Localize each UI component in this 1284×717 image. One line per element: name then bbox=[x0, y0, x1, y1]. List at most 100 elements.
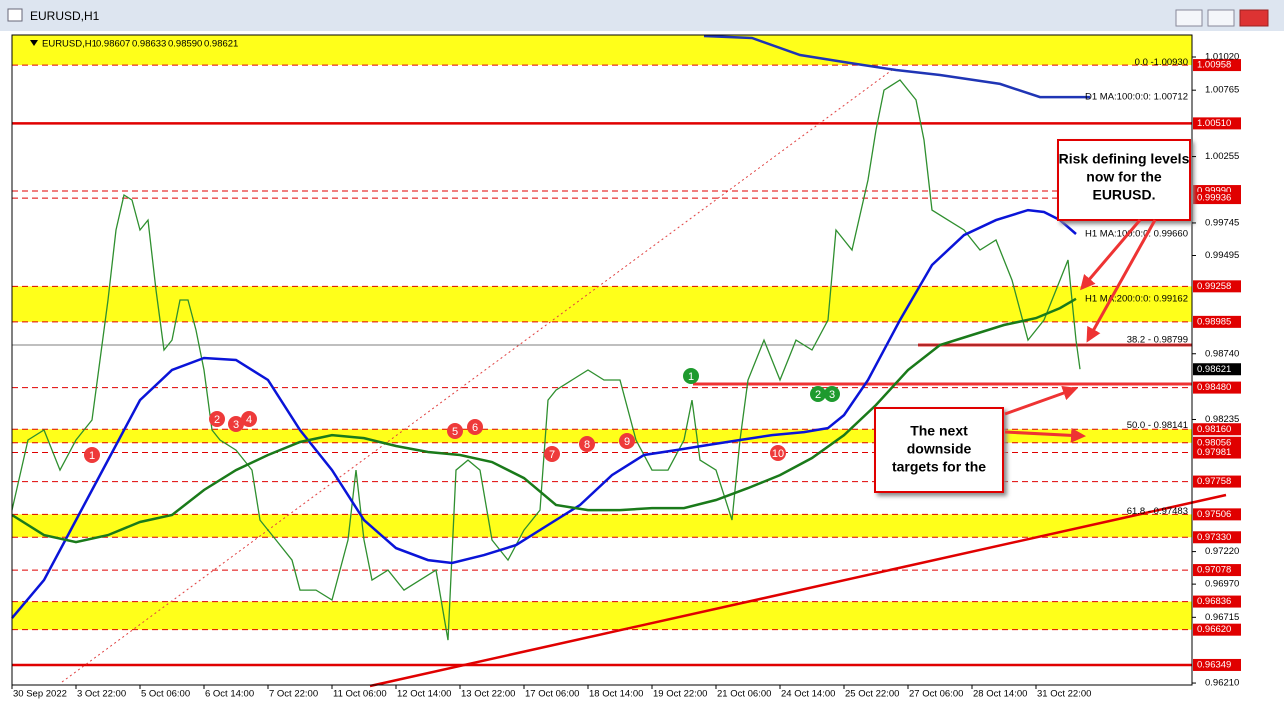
count-marker bbox=[770, 445, 786, 461]
last-price-label: 0.98621 bbox=[1197, 364, 1231, 375]
fib-label: 0.0 -1.00930 bbox=[1135, 57, 1188, 68]
x-tick-label: 21 Oct 06:00 bbox=[717, 689, 771, 700]
ohlc-value: 0.98607 bbox=[96, 39, 130, 50]
y-tick-label: 0.96970 bbox=[1205, 579, 1239, 590]
zone bbox=[12, 286, 1192, 322]
x-tick-label: 25 Oct 22:00 bbox=[845, 689, 899, 700]
zone bbox=[12, 35, 1192, 66]
level-tag bbox=[1193, 531, 1241, 544]
annotation-box bbox=[1057, 139, 1191, 221]
count-label: 1 bbox=[688, 371, 694, 383]
y-tick-label: 0.96210 bbox=[1205, 678, 1239, 689]
level-tag bbox=[1193, 381, 1241, 394]
level-tag bbox=[1193, 564, 1241, 577]
count-label: 4 bbox=[246, 414, 252, 426]
level-label: 0.98160 bbox=[1197, 424, 1231, 435]
level-tag bbox=[1193, 192, 1241, 205]
arrow bbox=[1080, 219, 1142, 291]
title-bar bbox=[0, 0, 1284, 31]
price-line bbox=[11, 79, 1081, 641]
annotation-text: The next bbox=[910, 423, 968, 439]
y-tick-label: 0.99495 bbox=[1205, 250, 1239, 261]
x-tick-label: 31 Oct 22:00 bbox=[1037, 689, 1091, 700]
level-label: 1.00958 bbox=[1197, 60, 1231, 71]
fib-label: 38.2 - 0.98799 bbox=[1127, 335, 1188, 346]
ma-label: D1 MA:100:0:0: 1.00712 bbox=[1085, 92, 1188, 103]
x-tick-label: 5 Oct 06:00 bbox=[141, 689, 190, 700]
x-tick-label: 27 Oct 06:00 bbox=[909, 689, 963, 700]
annotation-text: now for the bbox=[1086, 169, 1162, 185]
count-label: 7 bbox=[549, 449, 555, 461]
count-marker bbox=[84, 447, 100, 463]
y-tick-label: 0.97220 bbox=[1205, 546, 1239, 557]
x-tick-label: 6 Oct 14:00 bbox=[205, 689, 254, 700]
level-label: 0.97078 bbox=[1197, 565, 1231, 576]
ma-label: H1 MA:100:0:0: 0.99660 bbox=[1085, 229, 1188, 240]
level-label: 0.96349 bbox=[1197, 659, 1231, 670]
level-tag bbox=[1193, 508, 1241, 521]
maximize-button[interactable] bbox=[1207, 9, 1235, 27]
arrow bbox=[1004, 427, 1086, 443]
level-tag bbox=[1193, 59, 1241, 72]
level-label: 0.98056 bbox=[1197, 437, 1231, 448]
count-label: 3 bbox=[233, 419, 239, 431]
level-tag bbox=[1193, 658, 1241, 671]
level-tag bbox=[1193, 623, 1241, 636]
x-tick-label: 28 Oct 14:00 bbox=[973, 689, 1027, 700]
x-tick-label: 24 Oct 14:00 bbox=[781, 689, 835, 700]
count-marker bbox=[579, 436, 595, 452]
count-label: 5 bbox=[452, 426, 458, 438]
x-tick-label: 17 Oct 06:00 bbox=[525, 689, 579, 700]
count-label: 1 bbox=[89, 450, 95, 462]
y-tick-label: 0.99745 bbox=[1205, 217, 1239, 228]
ohlc-value: 0.98590 bbox=[168, 39, 202, 50]
count-marker bbox=[544, 446, 560, 462]
plot-frame bbox=[11, 34, 1193, 686]
level-label: 0.97506 bbox=[1197, 509, 1231, 520]
level-label: 0.99258 bbox=[1197, 281, 1231, 292]
count-marker bbox=[619, 433, 635, 449]
level-label: 0.99990 bbox=[1197, 186, 1231, 197]
count-marker bbox=[467, 419, 483, 435]
minimize-button[interactable] bbox=[1175, 9, 1203, 27]
close-button[interactable] bbox=[1239, 9, 1269, 27]
count-label: 8 bbox=[584, 439, 590, 451]
level-tag bbox=[1193, 280, 1241, 293]
annotation-text: EURUSD. bbox=[1092, 187, 1155, 203]
level-tag bbox=[1193, 475, 1241, 488]
x-tick-label: 7 Oct 22:00 bbox=[269, 689, 318, 700]
y-tick-label: 0.96715 bbox=[1205, 612, 1239, 623]
level-tag bbox=[1193, 436, 1241, 449]
x-tick-label: 12 Oct 14:00 bbox=[397, 689, 451, 700]
annotation-text: downside bbox=[907, 441, 972, 457]
count-marker bbox=[447, 423, 463, 439]
level-label: 0.99936 bbox=[1197, 193, 1231, 204]
count-label: 2 bbox=[815, 389, 821, 401]
arrow bbox=[1086, 219, 1157, 343]
ma-line bbox=[11, 297, 1077, 544]
zone bbox=[12, 514, 1192, 538]
annotation-text: Risk defining levels bbox=[1059, 151, 1190, 167]
ma-line bbox=[703, 34, 1090, 99]
fib-label: 61.8 - 0.97483 bbox=[1127, 506, 1188, 517]
count-marker bbox=[824, 386, 840, 402]
x-tick-label: 3 Oct 22:00 bbox=[77, 689, 126, 700]
ma-line bbox=[11, 208, 1077, 619]
fib-trend-line bbox=[61, 69, 893, 683]
count-marker bbox=[810, 386, 826, 402]
y-tick-label: 1.01020 bbox=[1205, 52, 1239, 63]
count-label: 2 bbox=[214, 414, 220, 426]
annotation-text: targets for the bbox=[892, 459, 986, 475]
level-label: 0.96620 bbox=[1197, 624, 1231, 635]
count-label: 9 bbox=[624, 436, 630, 448]
level-label: 1.00510 bbox=[1197, 118, 1231, 129]
count-label: 3 bbox=[829, 389, 835, 401]
y-tick-label: 1.00255 bbox=[1205, 151, 1239, 162]
ohlc-value: 0.98633 bbox=[132, 39, 166, 50]
level-label: 0.96836 bbox=[1197, 596, 1231, 607]
y-tick-label: 0.98740 bbox=[1205, 348, 1239, 359]
x-tick-label: 19 Oct 22:00 bbox=[653, 689, 707, 700]
level-tag bbox=[1193, 117, 1241, 130]
last-price-tag bbox=[1193, 363, 1241, 376]
